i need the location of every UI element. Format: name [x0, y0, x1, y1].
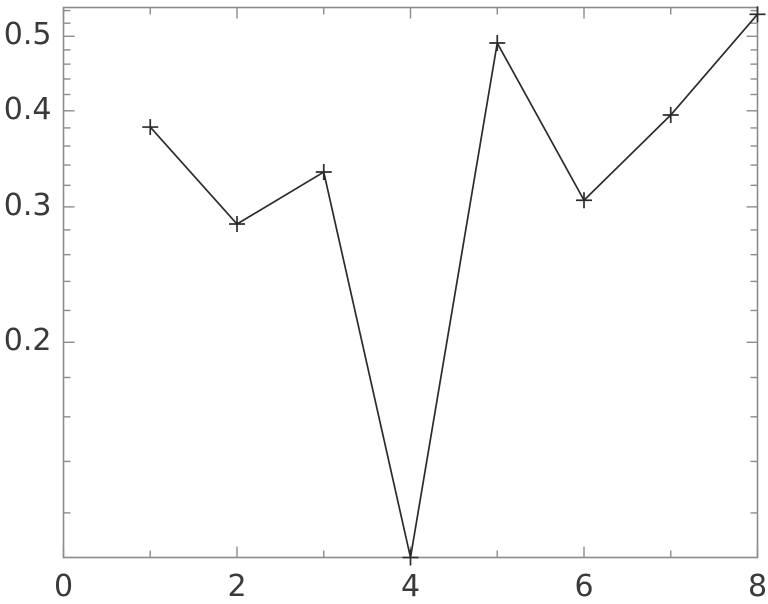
axes-frame	[64, 8, 758, 558]
data-point-marker	[316, 164, 332, 180]
x-tick-label: 8	[718, 572, 768, 602]
y-tick-label: 0.3	[0, 191, 52, 221]
y-tick-label: 0.4	[0, 95, 52, 125]
y-axis-ticks	[64, 11, 758, 513]
data-point-marker	[403, 550, 419, 566]
data-point-markers	[142, 6, 765, 565]
x-tick-label: 4	[371, 572, 451, 602]
data-point-marker	[489, 35, 505, 51]
series-line-series-1	[150, 14, 757, 557]
x-tick-label: 0	[24, 572, 104, 602]
y-tick-label: 0.2	[0, 326, 52, 356]
plot-border	[64, 8, 758, 558]
x-axis-ticks	[64, 8, 758, 558]
y-tick-label: 0.5	[0, 20, 52, 50]
data-line	[150, 14, 757, 557]
x-tick-label: 6	[544, 572, 624, 602]
x-tick-label: 2	[197, 572, 277, 602]
